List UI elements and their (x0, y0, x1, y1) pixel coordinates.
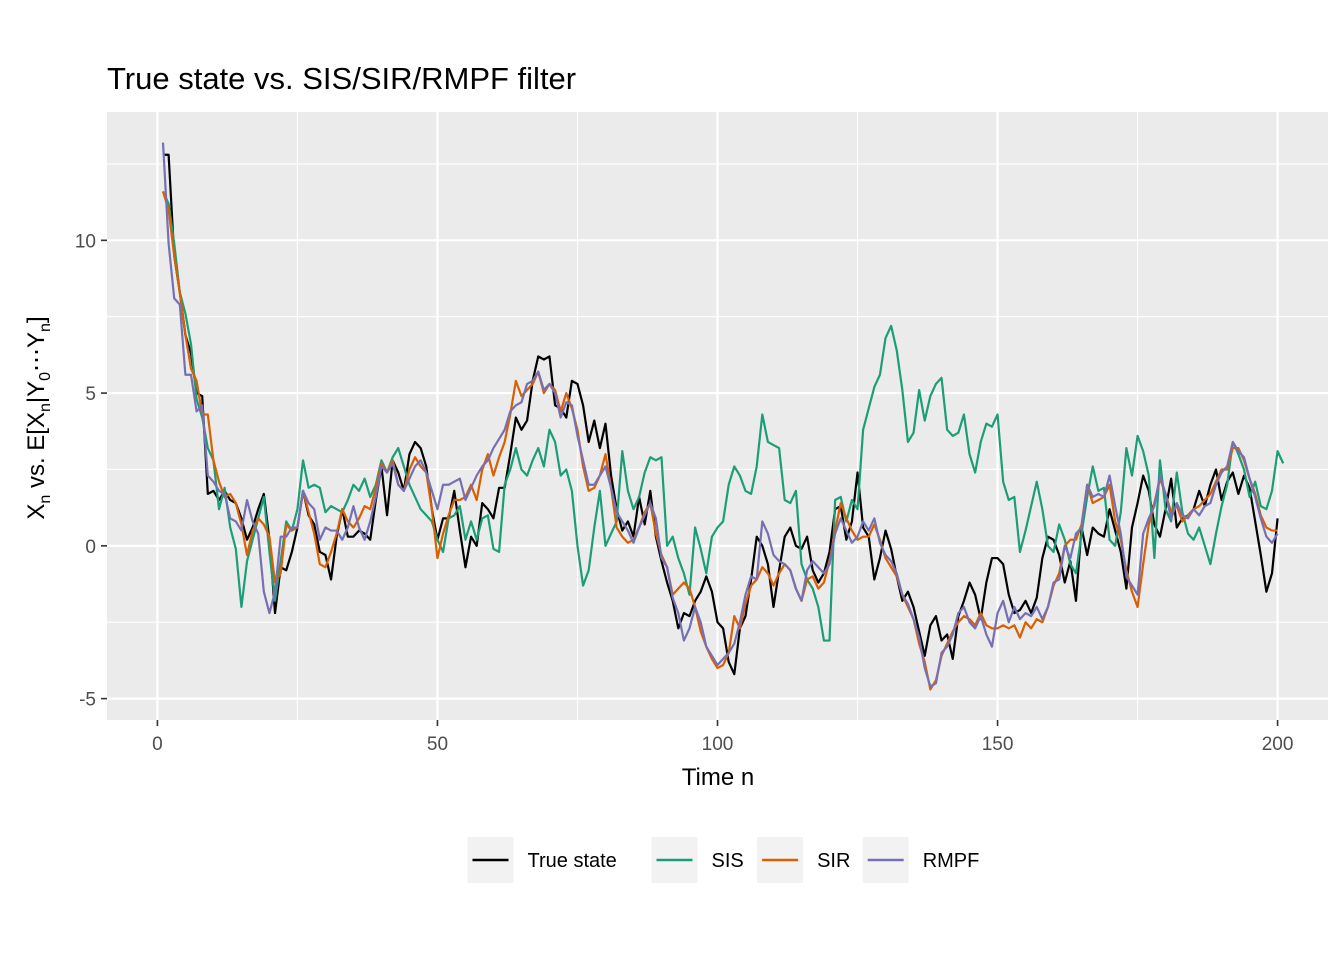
series-line-rmpf (161, 142, 1279, 688)
x-axis: 0 50 100 150 200 (152, 720, 1293, 755)
y-tick-label: 0 (85, 537, 96, 558)
series-lines (161, 142, 1285, 691)
x-tick-label: 150 (982, 734, 1014, 755)
legend-item-sis: SIS (651, 837, 744, 883)
legend-label: SIS (712, 850, 744, 872)
y-tick-label: -5 (79, 690, 96, 711)
legend-label: True state (528, 850, 617, 872)
legend-item-true-state: True state (467, 837, 617, 883)
y-tick-label: 10 (75, 231, 96, 252)
y-tick-label: 5 (85, 384, 96, 405)
legend-item-rmpf: RMPF (862, 837, 980, 883)
x-tick-label: 50 (427, 734, 448, 755)
chart-title: True state vs. SIS/SIR/RMPF filter (107, 61, 576, 96)
y-axis-title: Xn vs. E[Xn|Y0⋯Yn] (23, 316, 54, 519)
legend: True state SIS SIR RMPF (467, 837, 980, 883)
y-axis: -5 0 5 10 (75, 231, 107, 711)
legend-label: SIR (817, 850, 850, 872)
x-tick-label: 0 (152, 734, 163, 755)
series-line-true-state (163, 153, 1279, 676)
legend-label: RMPF (923, 850, 980, 872)
series-line-sis (162, 190, 1285, 642)
x-axis-title: Time n (682, 764, 754, 791)
x-tick-label: 200 (1262, 734, 1294, 755)
x-tick-label: 100 (702, 734, 734, 755)
legend-item-sir: SIR (757, 837, 850, 883)
